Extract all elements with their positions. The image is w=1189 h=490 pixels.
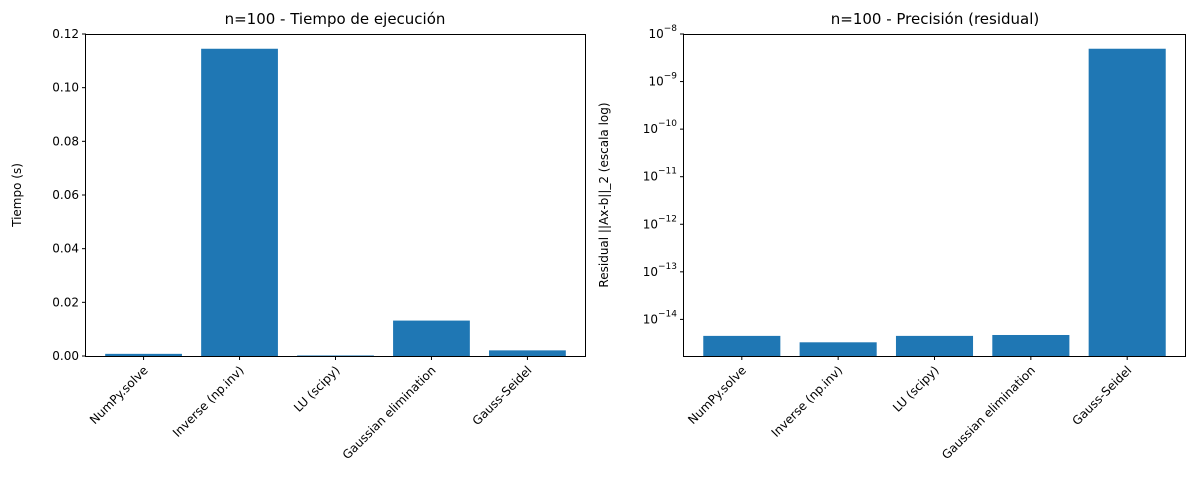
chart-residual-ytick-label: 10−14 — [643, 309, 678, 326]
chart-time-title: n=100 - Tiempo de ejecución — [225, 10, 446, 28]
chart-time-xtick-label: NumPy.solve — [87, 363, 151, 427]
chart-time-bar — [393, 320, 470, 356]
chart-time-xtick-label: Gauss-Seidel — [470, 363, 535, 428]
chart-time-ytick-label: 0.02 — [52, 295, 79, 309]
chart-time-ytick-label: 0.08 — [52, 134, 79, 148]
chart-residual-ytick-label: 10−10 — [643, 119, 678, 136]
chart-residual-ytick-label: 10−11 — [643, 167, 677, 184]
chart-time-xticks: NumPy.solve Inverse (np.inv) LU (scipy)Gau… — [87, 356, 535, 462]
chart-residual-ylabel: Residual ||Ax-b||_2 (escala log) — [597, 102, 611, 287]
chart-residual-ytick-label: 10−12 — [643, 214, 677, 231]
chart-residual-xticks: NumPy.solve Inverse (np.inv) LU (scipy)Gau… — [685, 356, 1134, 462]
chart-time-ytick-label: 0.12 — [52, 27, 79, 41]
chart-time-ytick-label: 0.04 — [52, 242, 79, 256]
chart-residual-bar — [992, 334, 1070, 356]
chart-time: n=100 - Tiempo de ejecución Tiempo (s) 0… — [10, 10, 586, 462]
chart-residual-xtick-label: Inverse (np.inv) — [769, 363, 846, 440]
chart-time-xtick-label: LU (scipy) — [291, 363, 343, 415]
chart-residual-ytick-label: 10−9 — [648, 72, 677, 89]
chart-time-bar — [201, 48, 278, 357]
chart-time-yticks: 0.00 0.02 0.04 0.06 0.08 0.10 0.12 — [52, 27, 86, 363]
chart-residual-bar — [895, 335, 974, 356]
chart-time-xtick-label: Gaussian elimination — [340, 363, 439, 462]
chart-residual-yticks: 10−14 10−13 10−12 10−11 10−10 10−9 10−8 — [643, 24, 684, 326]
chart-time-ylabel: Tiempo (s) — [10, 163, 24, 228]
chart-residual-bars — [703, 48, 1166, 356]
chart-time-bar — [489, 350, 566, 356]
chart-time-ytick-label: 0.00 — [52, 349, 79, 363]
chart-residual-xtick-label: NumPy.solve — [685, 363, 749, 427]
chart-time-bar — [105, 353, 182, 356]
chart-time-ytick-label: 0.10 — [52, 81, 79, 95]
chart-residual-bar — [799, 342, 877, 356]
chart-residual-frame — [683, 34, 1186, 357]
chart-residual-ytick-label: 10−8 — [648, 24, 677, 41]
chart-residual-bar — [703, 335, 781, 356]
chart-residual-bar — [1088, 48, 1166, 356]
chart-residual-xtick-label: Gauss-Seidel — [1069, 363, 1134, 428]
chart-time-bar — [297, 355, 374, 356]
chart-residual-xtick-label: Gaussian elimination — [939, 363, 1038, 462]
chart-residual-title: n=100 - Precisión (residual) — [831, 10, 1040, 28]
chart-residual: n=100 - Precisión (residual) Residual ||… — [597, 10, 1186, 462]
chart-residual-ytick-label: 10−13 — [643, 262, 677, 279]
chart-time-frame — [85, 34, 586, 357]
chart-time-bars — [105, 48, 566, 357]
chart-residual-xtick-label: LU (scipy) — [890, 363, 942, 415]
chart-time-xtick-label: Inverse (np.inv) — [170, 363, 247, 440]
chart-time-ytick-label: 0.06 — [52, 188, 79, 202]
